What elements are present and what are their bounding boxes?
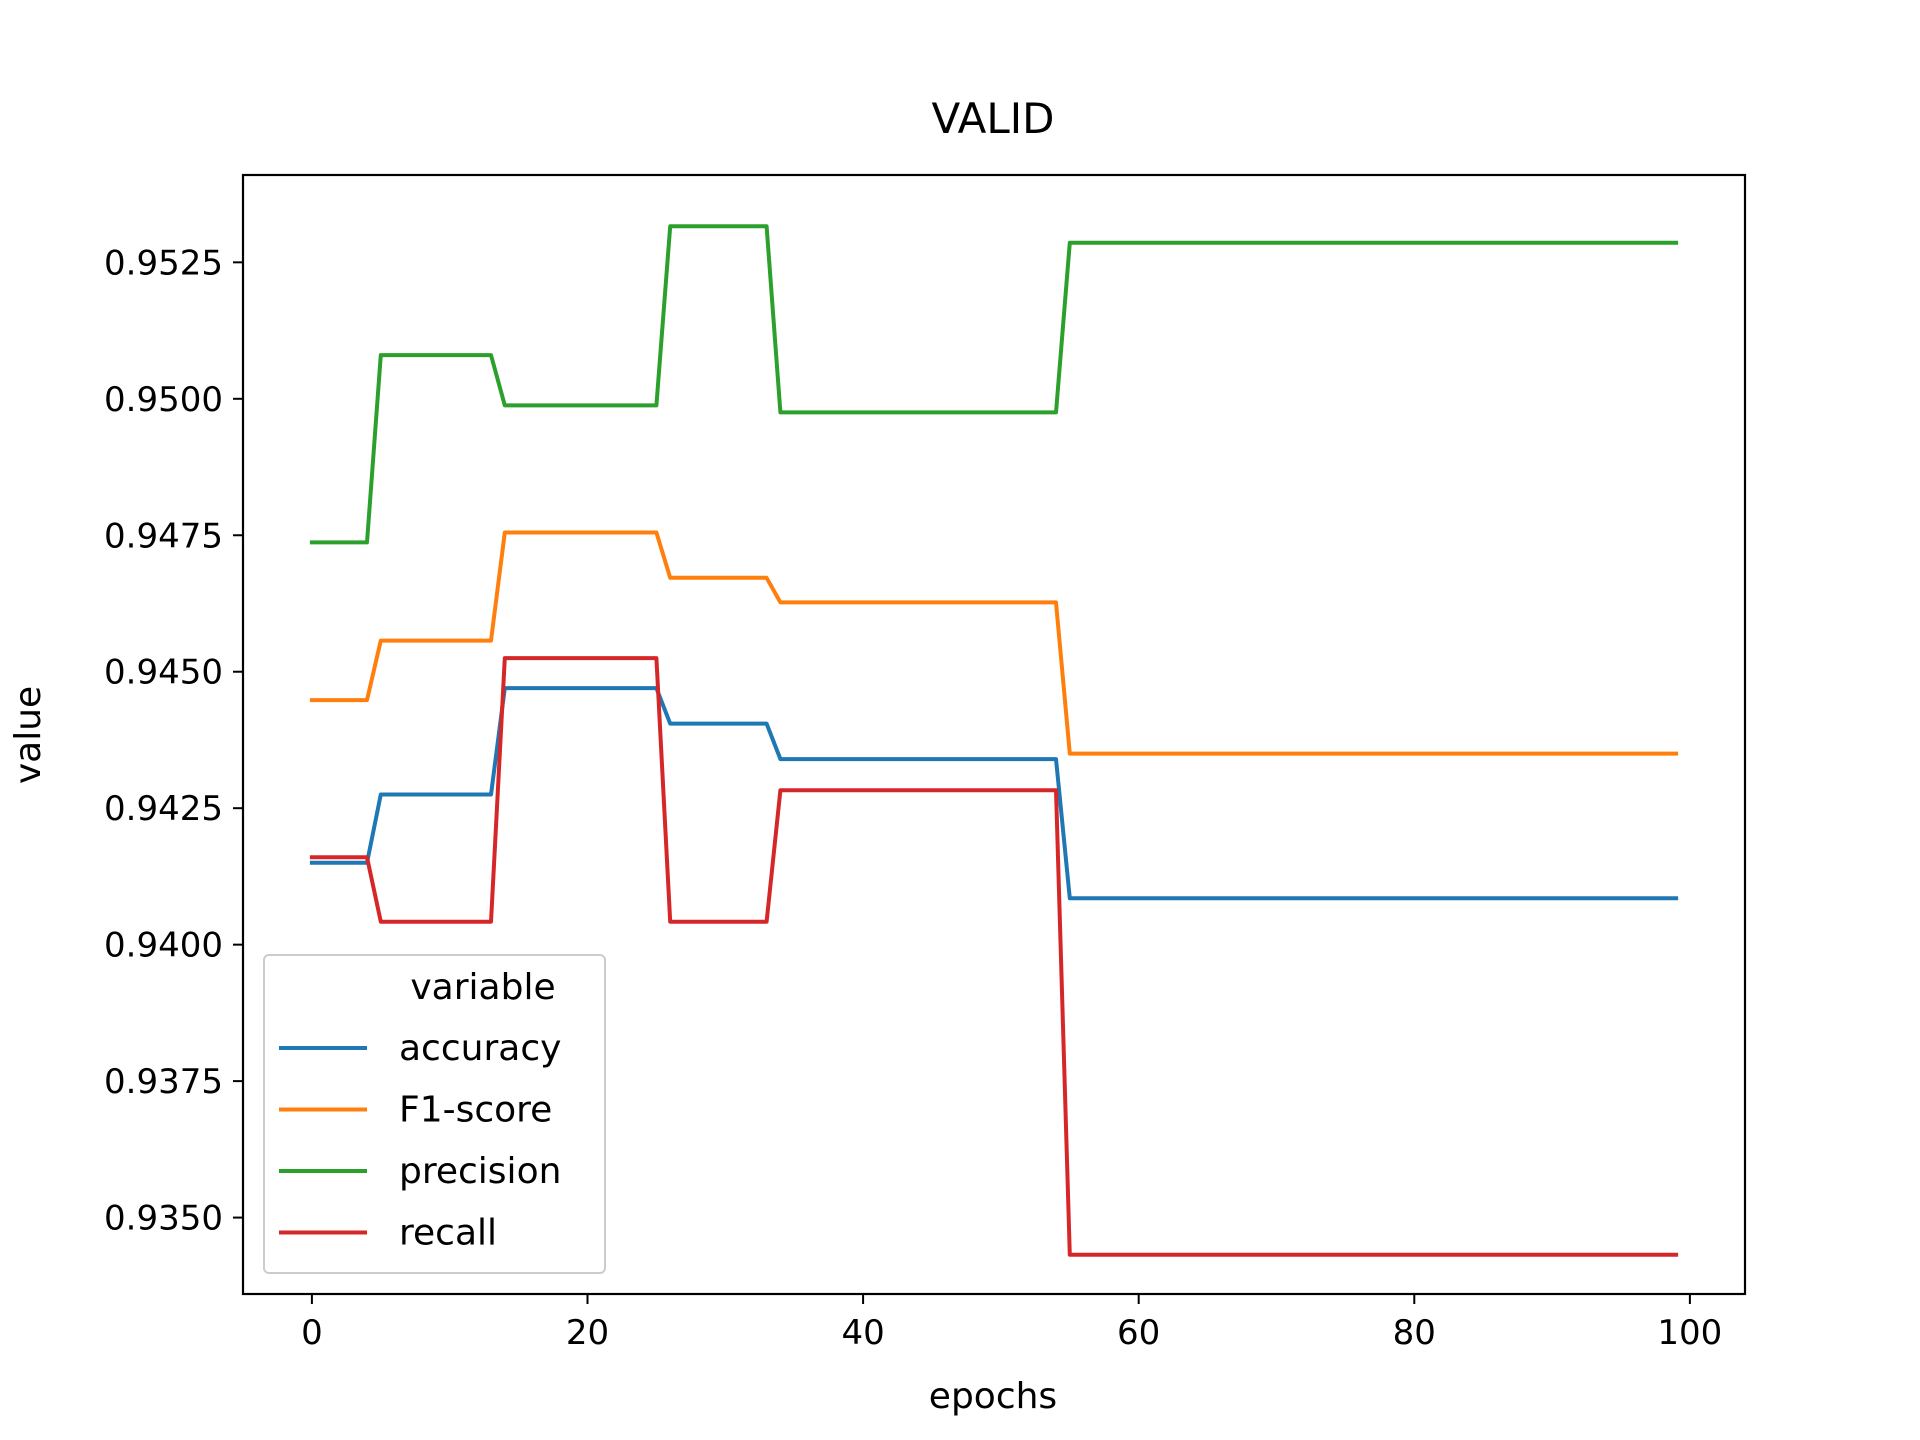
x-tick-label: 60	[1117, 1313, 1160, 1353]
legend-title: variable	[410, 967, 555, 1008]
plot-frame	[241, 173, 1747, 1296]
y-tick-label: 0.9500	[104, 380, 223, 420]
x-tick-label: 20	[566, 1313, 609, 1353]
y-tick-label: 0.9350	[104, 1199, 223, 1239]
x-tick-label: 40	[841, 1313, 884, 1353]
legend-frame	[263, 954, 606, 1274]
series-line-precision	[309, 224, 1679, 545]
legend-label: accuracy	[399, 1028, 561, 1069]
y-tick-label: 0.9375	[104, 1062, 223, 1102]
x-tick-label: 100	[1657, 1313, 1722, 1353]
legend: variable accuracy F1-score precision recall	[263, 954, 606, 1274]
series-line-f1-score	[309, 530, 1679, 756]
x-tick-label: 0	[301, 1313, 323, 1353]
chart-title: VALID	[932, 94, 1055, 143]
series-line-recall	[309, 656, 1679, 1257]
y-tick-label: 0.9525	[104, 243, 223, 283]
legend-label: recall	[399, 1213, 497, 1254]
y-tick-label: 0.9425	[104, 789, 223, 829]
series-line-accuracy	[309, 686, 1679, 901]
y-axis-label: value	[8, 686, 49, 784]
y-axis-ticks: 0.9350 0.9375 0.9400 0.9425 0.9450 0.9475 0.95…	[104, 243, 243, 1239]
legend-label: F1-score	[399, 1090, 552, 1131]
legend-label: precision	[399, 1151, 561, 1192]
x-axis-ticks: 0 20 40 60 80 100	[301, 1294, 1722, 1353]
series-layer	[309, 224, 1679, 1257]
x-tick-label: 80	[1393, 1313, 1436, 1353]
legend-entries: accuracy F1-score precision recall	[279, 1028, 561, 1254]
y-tick-label: 0.9475	[104, 516, 223, 556]
y-tick-label: 0.9450	[104, 653, 223, 693]
x-axis-label: epochs	[929, 1376, 1057, 1417]
y-tick-label: 0.9400	[104, 926, 223, 966]
